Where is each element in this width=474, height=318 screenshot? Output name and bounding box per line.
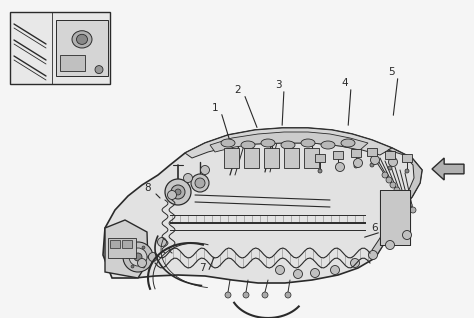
Circle shape <box>142 246 145 249</box>
Circle shape <box>371 156 380 164</box>
Circle shape <box>157 238 166 246</box>
Polygon shape <box>105 220 148 278</box>
Bar <box>351 149 361 157</box>
Circle shape <box>147 255 151 259</box>
Circle shape <box>385 240 394 250</box>
Circle shape <box>370 163 374 167</box>
Circle shape <box>388 166 392 170</box>
Bar <box>315 154 325 162</box>
Circle shape <box>293 269 302 279</box>
Circle shape <box>183 174 192 183</box>
Circle shape <box>191 174 209 192</box>
Bar <box>304 148 319 168</box>
Polygon shape <box>103 128 422 283</box>
Ellipse shape <box>281 141 295 149</box>
Circle shape <box>247 150 256 160</box>
Bar <box>10 12 110 84</box>
Text: 3: 3 <box>275 80 281 90</box>
Circle shape <box>131 246 134 249</box>
Circle shape <box>354 164 358 168</box>
Circle shape <box>137 259 146 267</box>
Circle shape <box>382 172 388 178</box>
Bar <box>385 151 395 159</box>
Bar <box>224 148 239 168</box>
Circle shape <box>201 165 210 175</box>
Circle shape <box>389 157 398 167</box>
Circle shape <box>134 253 142 261</box>
Circle shape <box>336 162 345 171</box>
Text: 6: 6 <box>372 223 378 233</box>
Text: 8: 8 <box>145 183 151 193</box>
Circle shape <box>123 242 153 272</box>
Circle shape <box>129 248 147 266</box>
Polygon shape <box>210 132 368 152</box>
Circle shape <box>406 202 412 208</box>
Circle shape <box>262 292 268 298</box>
Ellipse shape <box>76 34 88 45</box>
Circle shape <box>368 251 377 259</box>
Circle shape <box>386 177 392 183</box>
Circle shape <box>142 265 145 268</box>
Bar <box>244 148 259 168</box>
Text: 2: 2 <box>235 85 241 95</box>
Bar <box>110 240 120 248</box>
Text: 7: 7 <box>199 263 205 273</box>
Circle shape <box>336 166 340 170</box>
Text: 1: 1 <box>212 103 219 113</box>
Circle shape <box>175 189 181 195</box>
Circle shape <box>131 265 134 268</box>
Bar <box>333 151 343 159</box>
Circle shape <box>350 259 359 267</box>
Circle shape <box>275 266 284 274</box>
Bar <box>284 148 299 168</box>
Circle shape <box>267 150 276 160</box>
Circle shape <box>95 66 103 73</box>
Circle shape <box>330 266 339 274</box>
Circle shape <box>394 187 400 193</box>
Circle shape <box>398 192 404 198</box>
Ellipse shape <box>221 139 235 147</box>
Ellipse shape <box>301 139 315 147</box>
Ellipse shape <box>341 139 355 147</box>
Circle shape <box>402 197 408 203</box>
Circle shape <box>318 169 322 173</box>
Ellipse shape <box>241 141 255 149</box>
Circle shape <box>285 292 291 298</box>
Circle shape <box>354 158 363 168</box>
Bar <box>367 148 377 156</box>
Circle shape <box>165 179 191 205</box>
Ellipse shape <box>72 31 92 48</box>
Circle shape <box>310 268 319 278</box>
Ellipse shape <box>261 139 275 147</box>
Bar <box>380 190 410 245</box>
Circle shape <box>126 255 128 259</box>
Bar <box>264 148 279 168</box>
Polygon shape <box>185 128 392 158</box>
Circle shape <box>148 252 157 261</box>
Ellipse shape <box>321 141 335 149</box>
Bar <box>60 55 85 71</box>
Bar <box>402 154 412 162</box>
Circle shape <box>390 182 396 188</box>
Circle shape <box>410 207 416 213</box>
Circle shape <box>243 292 249 298</box>
Circle shape <box>402 231 411 239</box>
Circle shape <box>288 150 297 160</box>
Text: 4: 4 <box>342 78 348 88</box>
Circle shape <box>124 244 133 252</box>
Circle shape <box>225 292 231 298</box>
Circle shape <box>308 150 317 160</box>
Circle shape <box>195 178 205 188</box>
Bar <box>56 20 108 76</box>
Polygon shape <box>372 148 422 258</box>
Bar <box>122 240 132 248</box>
Text: 5: 5 <box>389 67 395 77</box>
Circle shape <box>228 150 237 160</box>
Bar <box>108 238 136 258</box>
Polygon shape <box>432 158 464 180</box>
Circle shape <box>167 190 176 199</box>
Circle shape <box>171 185 185 199</box>
Circle shape <box>405 169 409 173</box>
